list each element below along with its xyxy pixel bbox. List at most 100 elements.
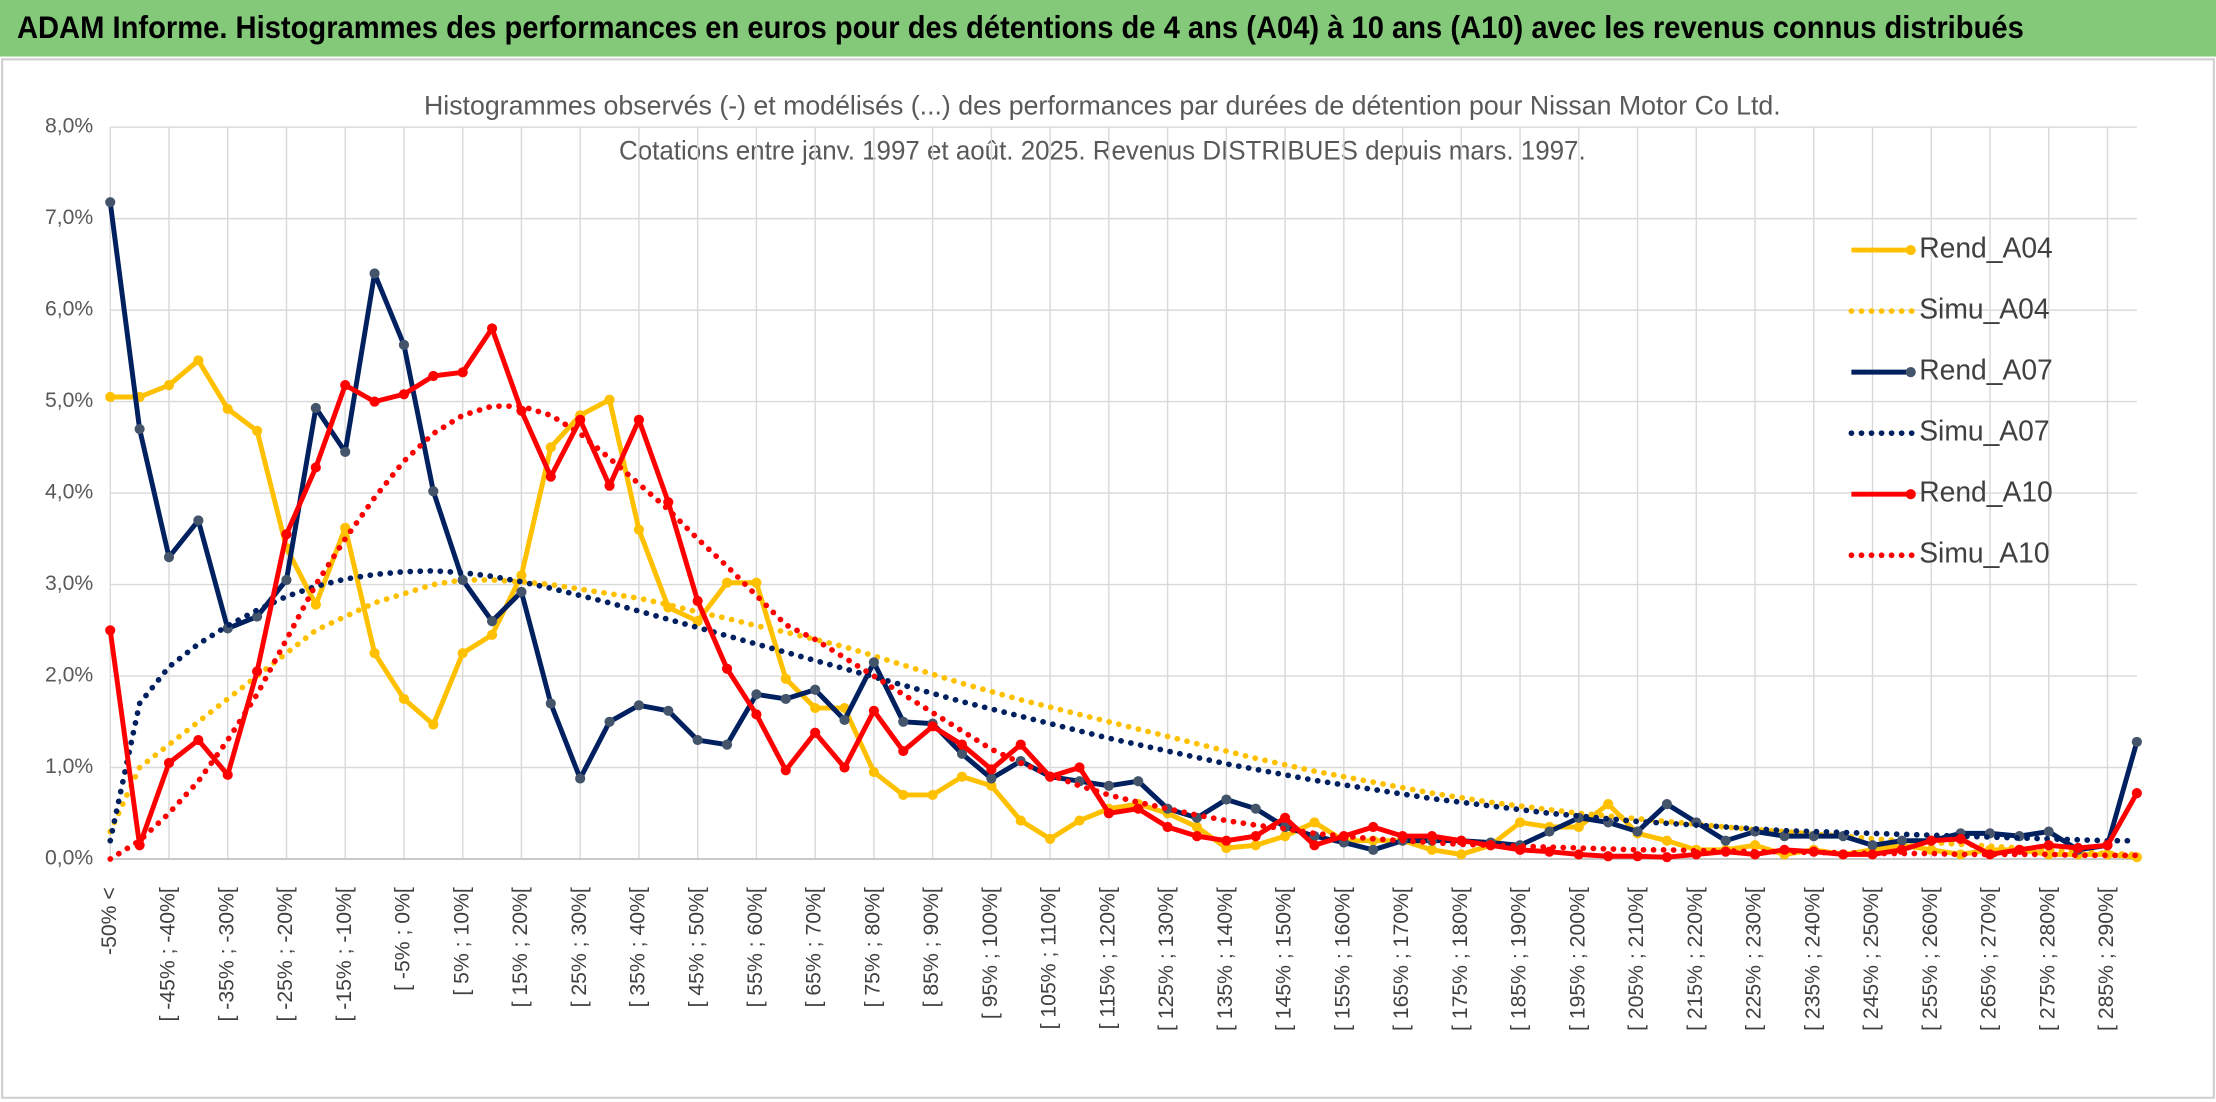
series-line xyxy=(107,403,2140,862)
chart-subtitle: Cotations entre janv. 1997 et août. 2025… xyxy=(619,136,1586,166)
data-point xyxy=(281,529,292,540)
data-point xyxy=(2073,842,2084,854)
x-tick-label: [ 225% ; 230%[ xyxy=(1743,887,1766,1031)
x-tick-label: [ 215% ; 220%[ xyxy=(1684,887,1707,1031)
x-tick-label: [ 155% ; 160%[ xyxy=(1331,887,1354,1031)
data-point xyxy=(193,355,204,366)
data-point xyxy=(1221,835,1232,846)
data-point xyxy=(1368,844,1379,855)
data-point xyxy=(1368,821,1379,833)
x-tick-label: [ 25% ; 30%[ xyxy=(568,887,591,1007)
data-point xyxy=(2014,844,2025,855)
data-point xyxy=(1984,849,1996,860)
y-tick-label: 6,0% xyxy=(45,298,93,321)
data-point xyxy=(1103,780,1114,791)
data-point xyxy=(604,394,615,405)
data-point xyxy=(1661,799,1673,810)
data-point xyxy=(398,389,410,400)
data-point xyxy=(252,611,263,622)
data-point xyxy=(1309,817,1320,828)
data-point xyxy=(1074,815,1085,826)
x-tick-label: [ 105% ; 110%[ xyxy=(1038,887,1061,1029)
data-point xyxy=(1221,842,1232,854)
header-bar xyxy=(0,0,2216,57)
data-point xyxy=(1250,803,1261,814)
y-tick-label: 1,0% xyxy=(45,755,93,778)
x-tick-label: [ 5% ; 10%[ xyxy=(450,887,473,995)
data-point xyxy=(222,769,233,780)
data-point xyxy=(1133,776,1144,787)
y-tick-label: 5,0% xyxy=(45,389,93,412)
legend-label: Rend_A04 xyxy=(1919,232,2053,264)
data-point xyxy=(1544,826,1555,837)
data-point xyxy=(340,522,351,533)
data-point xyxy=(1191,821,1203,833)
data-point xyxy=(1661,835,1673,846)
x-tick-label: [ 75% ; 80%[ xyxy=(861,887,884,1007)
data-point xyxy=(692,734,703,746)
data-point xyxy=(1456,849,1467,860)
data-point xyxy=(310,599,321,610)
data-point xyxy=(1015,739,1026,750)
data-point xyxy=(1280,812,1291,823)
x-tick-label: [ 55% ; 60%[ xyxy=(744,887,767,1007)
data-point xyxy=(516,586,527,597)
x-tick-label: [ -5% ; 0%[ xyxy=(392,887,415,991)
data-point xyxy=(1896,835,1907,846)
x-tick-label: [ 135% ; 140%[ xyxy=(1214,887,1237,1031)
data-point xyxy=(545,471,556,482)
data-point xyxy=(1250,831,1261,842)
data-point xyxy=(575,773,586,784)
y-tick-label: 4,0% xyxy=(45,481,93,504)
y-tick-label: 7,0% xyxy=(45,206,93,229)
data-point xyxy=(486,323,498,334)
data-point xyxy=(369,268,380,279)
x-tick-label: [ 65% ; 70%[ xyxy=(803,887,826,1007)
x-tick-label: [ 15% ; 20%[ xyxy=(509,887,532,1007)
series-line xyxy=(107,201,2140,853)
data-point xyxy=(721,663,733,674)
y-tick-label: 2,0% xyxy=(45,664,93,687)
data-point xyxy=(545,442,556,453)
data-point xyxy=(1603,851,1614,862)
data-point xyxy=(2102,840,2113,851)
data-point xyxy=(428,370,439,382)
data-point xyxy=(898,716,909,727)
data-point xyxy=(721,577,733,588)
data-point xyxy=(663,705,674,716)
data-point xyxy=(898,789,909,801)
data-point xyxy=(1632,826,1643,837)
x-tick-label: [ 85% ; 90%[ xyxy=(920,887,943,1007)
data-point xyxy=(927,721,938,732)
data-point xyxy=(839,714,850,726)
data-point xyxy=(1162,821,1173,833)
data-point xyxy=(1191,831,1203,842)
data-point xyxy=(281,574,292,586)
data-point xyxy=(927,789,938,801)
data-point xyxy=(604,716,615,727)
data-point xyxy=(163,552,175,563)
data-point xyxy=(163,757,175,769)
data-point xyxy=(1749,840,1761,851)
data-point xyxy=(134,423,145,435)
data-point xyxy=(751,689,762,700)
data-point xyxy=(2131,736,2142,747)
data-point xyxy=(986,773,997,784)
data-point xyxy=(780,765,791,776)
y-tick-label: 3,0% xyxy=(45,572,93,595)
data-point xyxy=(193,515,204,526)
legend-marker xyxy=(1905,367,1916,378)
data-point xyxy=(839,762,850,773)
data-point xyxy=(1603,799,1614,810)
data-point xyxy=(457,367,468,378)
data-point xyxy=(428,486,439,497)
x-tick-label: [ 115% ; 120%[ xyxy=(1096,887,1119,1029)
legend-marker xyxy=(1905,244,1916,256)
legend-marker xyxy=(1905,489,1916,500)
data-point xyxy=(310,402,321,414)
data-point xyxy=(1133,803,1144,814)
y-tick-label: 8,0% xyxy=(45,115,93,138)
x-tick-label: [ -45% ; -40%[ xyxy=(157,887,180,1021)
data-point xyxy=(1926,835,1937,846)
